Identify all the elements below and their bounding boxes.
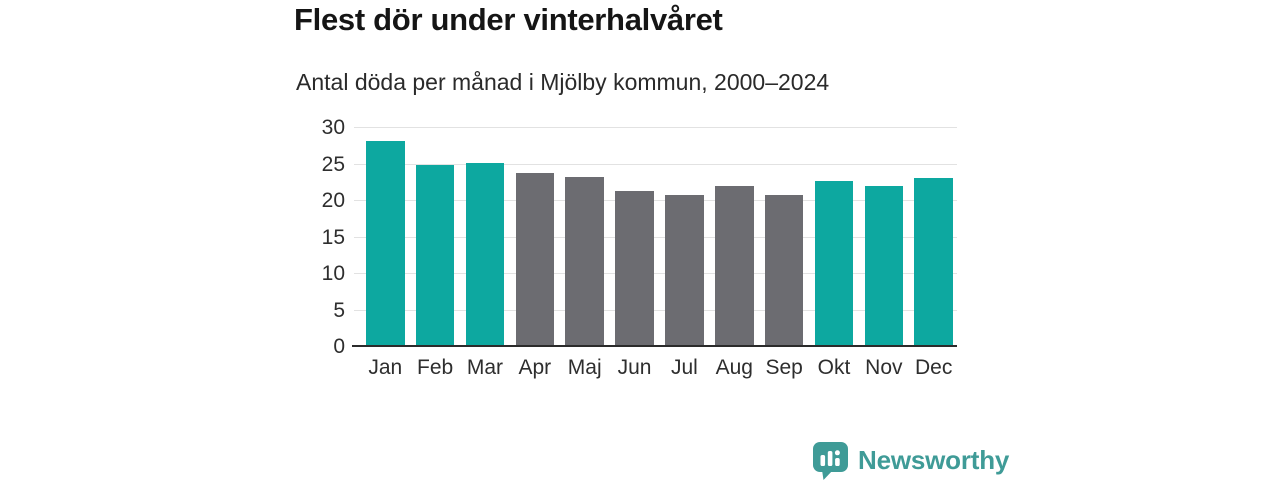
newsworthy-logo-icon	[813, 442, 848, 480]
bar-jul	[665, 195, 704, 347]
bar-dec	[914, 177, 953, 347]
bar-okt	[814, 181, 854, 347]
gridline-30	[354, 127, 957, 128]
y-tick-label-15: 15	[321, 225, 345, 249]
chart-subtitle: Antal döda per månad i Mjölby kommun, 20…	[296, 69, 830, 95]
newsworthy-logo: Newsworthy	[810, 440, 1009, 480]
gridline-20	[354, 200, 957, 201]
bar-aug	[715, 186, 754, 347]
x-label-cell-jul: Jul	[665, 356, 704, 380]
y-tick-label-0: 0	[333, 335, 345, 358]
x-tick-label-maj: Maj	[567, 356, 602, 379]
x-label-cell-dec: Dec	[914, 356, 953, 380]
x-label-cell-okt: Okt	[815, 356, 854, 380]
bar-jun	[615, 190, 654, 347]
newsworthy-logo-text: Newsworthy	[858, 444, 1010, 475]
x-tick-label-dec: Dec	[915, 356, 953, 379]
x-axis-line	[352, 345, 957, 347]
bar-chart-plot-area	[352, 120, 957, 347]
x-label-cell-aug: Aug	[715, 356, 754, 380]
x-label-cell-jun: Jun	[615, 356, 654, 380]
y-tick-label-20: 20	[321, 189, 345, 212]
bar-jan	[366, 141, 405, 347]
x-axis-labels: Jan Feb Mar Apr Maj Jun Jul Aug Sep Okt Nov Dec	[366, 356, 953, 380]
x-tick-label-aug: Aug	[715, 356, 753, 379]
bar-nov	[864, 185, 904, 347]
gridline-10	[354, 273, 957, 274]
x-label-cell-nov: Nov	[865, 356, 904, 380]
bar-sep	[764, 195, 804, 347]
x-tick-label-jul: Jul	[670, 356, 698, 379]
x-tick-label-nov: Nov	[865, 356, 903, 379]
bar-maj	[565, 176, 604, 347]
x-tick-label-mar: Mar	[466, 356, 504, 379]
y-tick-label-30: 30	[321, 116, 345, 139]
bar-apr	[515, 172, 555, 347]
x-label-cell-maj: Maj	[565, 356, 604, 380]
bar-mar	[465, 163, 505, 347]
x-tick-label-sep: Sep	[765, 356, 803, 379]
x-tick-label-jan: Jan	[368, 356, 403, 379]
gridline-25	[354, 163, 957, 165]
x-label-cell-feb: Feb	[416, 356, 455, 380]
x-label-cell-mar: Mar	[466, 356, 505, 380]
gridline-5	[354, 309, 957, 311]
y-tick-label-25: 25	[321, 152, 345, 176]
y-tick-label-10: 10	[321, 262, 345, 285]
chart-title: Flest dör under vinterhalvåret	[294, 2, 723, 37]
x-tick-label-feb: Feb	[417, 356, 454, 379]
x-tick-label-apr: Apr	[518, 356, 552, 379]
x-tick-label-okt: Okt	[817, 356, 851, 379]
x-label-cell-sep: Sep	[765, 356, 804, 380]
y-tick-label-5: 5	[333, 298, 345, 322]
x-tick-label-jun: Jun	[617, 356, 652, 379]
x-label-cell-jan: Jan	[366, 356, 405, 380]
x-label-cell-apr: Apr	[516, 356, 555, 380]
bars-container	[366, 120, 953, 347]
bar-feb	[415, 164, 455, 347]
gridline-15	[354, 236, 957, 238]
